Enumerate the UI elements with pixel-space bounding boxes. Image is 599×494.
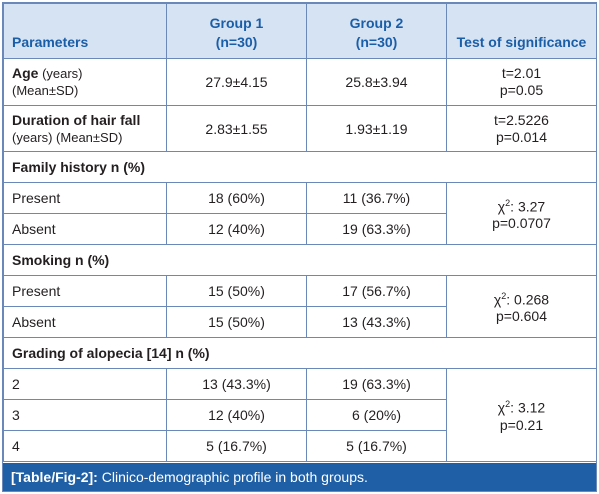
grade-3-label: 3 xyxy=(3,399,167,431)
smoking-absent-label: Absent xyxy=(3,306,167,338)
table-row-grade-3: 3 12 (40%) 6 (20%) xyxy=(3,399,597,431)
table-row-family-present: Present 18 (60%) 11 (36.7%) χ2: 3.27 p=0.… xyxy=(3,182,597,245)
smoking-test: χ2: 0.268 p=0.604 xyxy=(446,275,597,338)
section-grading: Grading of alopecia [14] n (%) xyxy=(3,337,597,369)
age-label: Age (years) (Mean±SD) xyxy=(3,58,167,106)
family-absent-label: Absent xyxy=(3,213,167,245)
grading-section-label: Grading of alopecia [14] n (%) xyxy=(3,337,597,369)
family-present-label: Present xyxy=(3,182,167,214)
smoking-absent-group1: 15 (50%) xyxy=(166,306,307,338)
duration-test: t=2.5226 p=0.014 xyxy=(446,105,597,152)
grading-test: χ2: 3.12 p=0.21 xyxy=(446,368,597,462)
age-group1: 27.9±4.15 xyxy=(166,58,307,106)
table-row-duration: Duration of hair fall (years) (Mean±SD) 2… xyxy=(3,105,597,152)
duration-group2: 1.93±1.19 xyxy=(306,105,447,152)
family-present-group1: 18 (60%) xyxy=(166,182,307,214)
clinico-demographic-table: Parameters Group 1 (n=30) Group 2 (n=30) T… xyxy=(3,3,597,462)
smoking-section-label: Smoking n (%) xyxy=(3,244,597,276)
table-row-smoking-present: Present 15 (50%) 17 (56.7%) χ2: 0.268 p=0… xyxy=(3,275,597,338)
grade-3-group1: 12 (40%) xyxy=(166,399,307,431)
smoking-present-group1: 15 (50%) xyxy=(166,275,307,307)
header-test: Test of significance xyxy=(446,3,597,59)
family-section-label: Family history n (%) xyxy=(3,151,597,183)
header-group2: Group 2 (n=30) xyxy=(306,3,447,59)
caption-ref: [Table/Fig-2]: xyxy=(11,469,98,485)
grade-2-group1: 13 (43.3%) xyxy=(166,368,307,400)
smoking-present-group2: 17 (56.7%) xyxy=(306,275,447,307)
grade-3-group2: 6 (20%) xyxy=(306,399,447,431)
smoking-present-label: Present xyxy=(3,275,167,307)
grade-4-label: 4 xyxy=(3,430,167,462)
age-test: t=2.01 p=0.05 xyxy=(446,58,597,106)
section-smoking: Smoking n (%) xyxy=(3,244,597,276)
duration-group1: 2.83±1.55 xyxy=(166,105,307,152)
family-present-group2: 11 (36.7%) xyxy=(306,182,447,214)
table-row-grade-2: 2 13 (43.3%) 19 (63.3%) χ2: 3.12 p=0.21 xyxy=(3,368,597,462)
header-parameters: Parameters xyxy=(3,3,167,59)
table-caption: [Table/Fig-2]: Clinico-demographic profi… xyxy=(3,463,596,491)
family-test: χ2: 3.27 p=0.0707 xyxy=(446,182,597,245)
duration-label: Duration of hair fall (years) (Mean±SD) xyxy=(3,105,167,152)
age-group2: 25.8±3.94 xyxy=(306,58,447,106)
section-family-history: Family history n (%) xyxy=(3,151,597,183)
table-row-grade-4: 4 5 (16.7%) 5 (16.7%) xyxy=(3,430,597,462)
caption-text: Clinico-demographic profile in both grou… xyxy=(97,469,368,485)
grade-2-label: 2 xyxy=(3,368,167,400)
table-row-smoking-absent: Absent 15 (50%) 13 (43.3%) xyxy=(3,306,597,338)
family-absent-group2: 19 (63.3%) xyxy=(306,213,447,245)
table-row-family-absent: Absent 12 (40%) 19 (63.3%) xyxy=(3,213,597,245)
family-absent-group1: 12 (40%) xyxy=(166,213,307,245)
header-group1: Group 1 (n=30) xyxy=(166,3,307,59)
table-row-age: Age (years) (Mean±SD) 27.9±4.15 25.8±3.94… xyxy=(3,58,597,106)
header-row: Parameters Group 1 (n=30) Group 2 (n=30) T… xyxy=(3,3,597,59)
smoking-absent-group2: 13 (43.3%) xyxy=(306,306,447,338)
grade-2-group2: 19 (63.3%) xyxy=(306,368,447,400)
grade-4-group1: 5 (16.7%) xyxy=(166,430,307,462)
grade-4-group2: 5 (16.7%) xyxy=(306,430,447,462)
